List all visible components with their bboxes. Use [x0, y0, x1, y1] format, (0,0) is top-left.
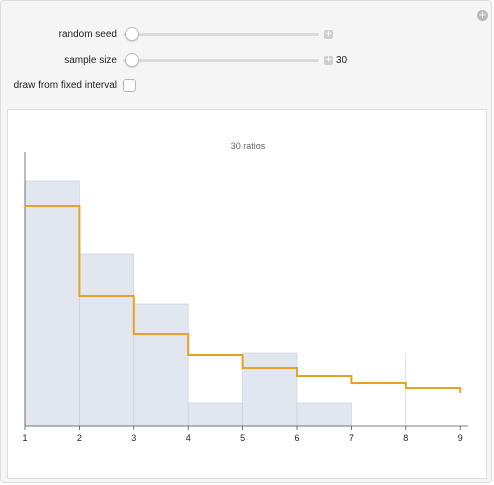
histogram-bar	[24, 180, 80, 427]
chart-title: 30 ratios	[231, 141, 266, 151]
x-tick-label: 7	[349, 433, 354, 443]
histogram-bar	[187, 402, 243, 427]
random-seed-label: random seed	[58, 29, 117, 40]
plot-area: 30 ratios 1 2 3 4 5 6 7 8 9	[7, 109, 487, 479]
x-tick-label: 3	[131, 433, 136, 443]
x-tick-label: 8	[403, 433, 408, 443]
sample-size-slider-thumb[interactable]	[125, 53, 139, 67]
histogram-bar	[296, 402, 352, 427]
sample-size-value: 30	[336, 55, 348, 66]
histogram-bars	[24, 180, 407, 427]
histogram-bar	[242, 352, 298, 427]
panel-options-icon[interactable]: +	[477, 10, 488, 21]
random-seed-slider-thumb[interactable]	[125, 27, 139, 41]
histogram-bar	[133, 303, 189, 427]
density-step-curve	[25, 205, 462, 393]
sample-size-label: sample size	[64, 55, 117, 66]
x-tick-label: 6	[294, 433, 299, 443]
sample-size-slider-track[interactable]	[123, 59, 319, 62]
sample-size-expand-icon[interactable]: +	[324, 55, 333, 65]
fixed-interval-checkbox[interactable]	[123, 79, 136, 92]
x-tick-label: 9	[458, 433, 463, 443]
x-tick-label: 1	[22, 433, 27, 443]
random-seed-slider-track[interactable]	[123, 33, 319, 36]
histogram-bar	[79, 253, 135, 427]
random-seed-expand-icon[interactable]: +	[324, 29, 333, 39]
fixed-interval-label: draw from fixed interval	[13, 80, 117, 91]
x-axis-ticks: 1 2 3 4 5 6 7 8 9	[22, 426, 463, 443]
ratio-histogram-chart: 30 ratios 1 2 3 4 5 6 7 8 9	[22, 141, 468, 443]
x-tick-label: 2	[77, 433, 82, 443]
x-tick-label: 5	[240, 433, 245, 443]
x-tick-label: 4	[186, 433, 191, 443]
